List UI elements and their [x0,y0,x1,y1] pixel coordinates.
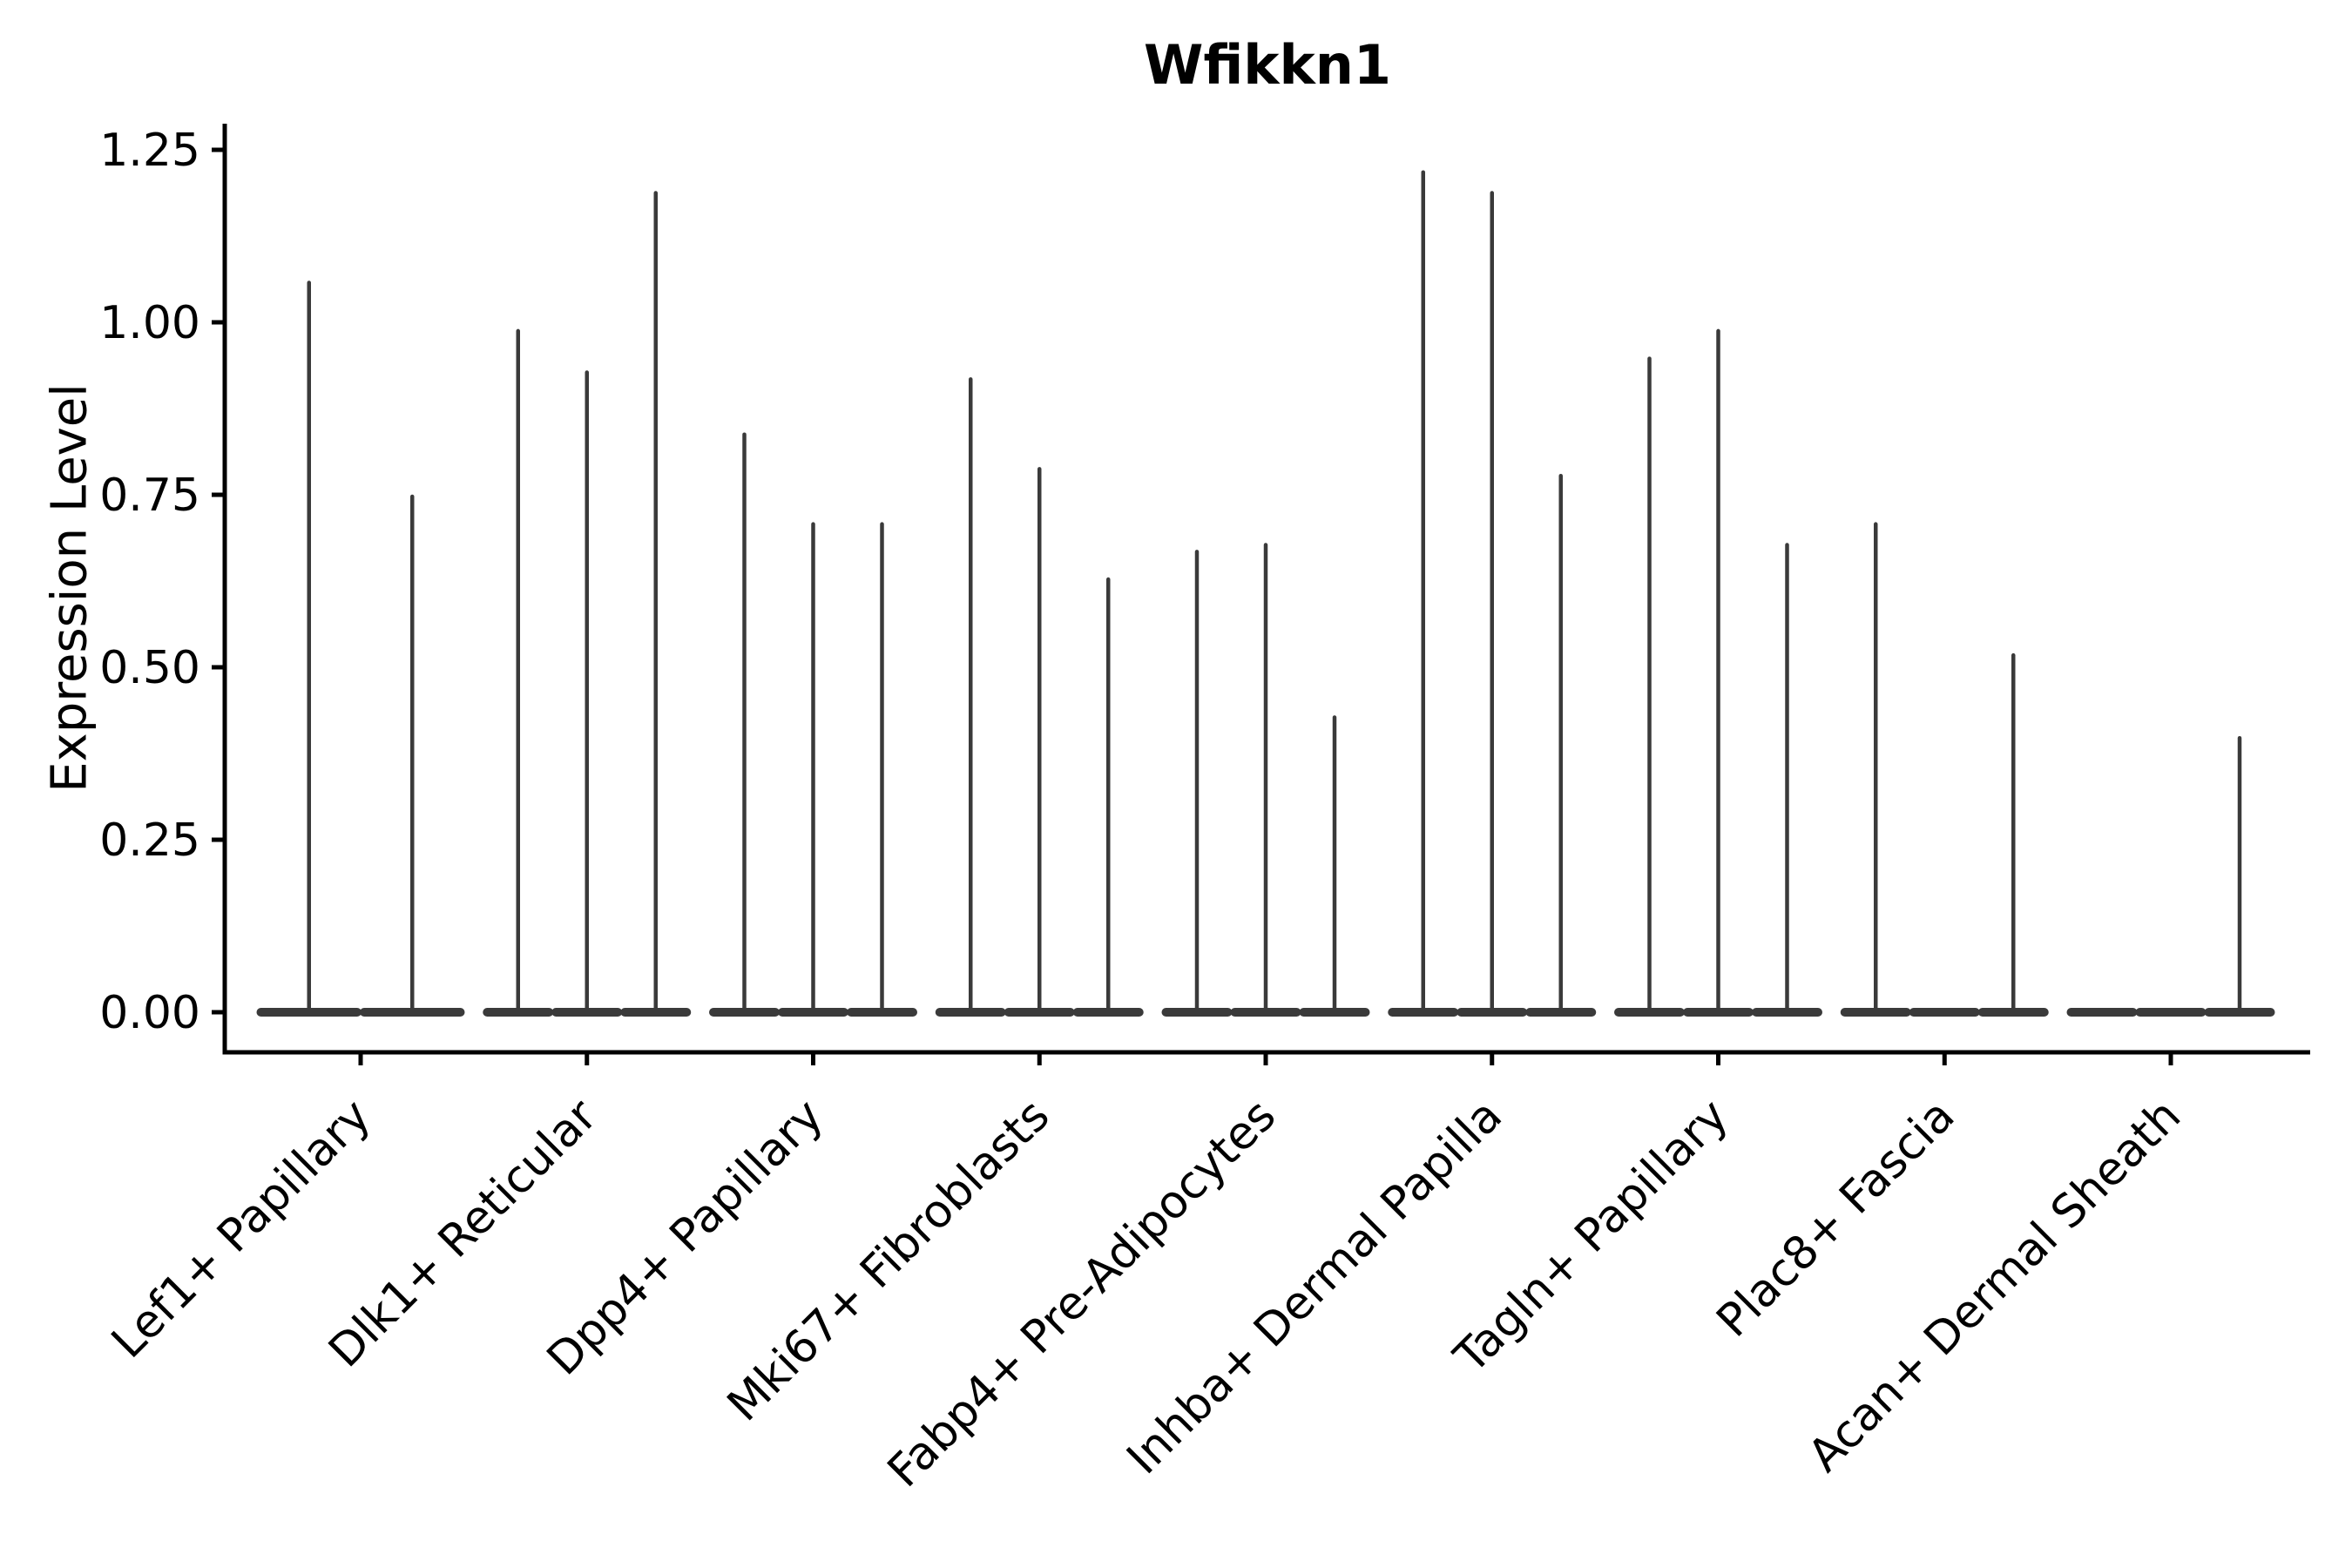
violin-base [2135,1008,2207,1017]
violin-base [1909,1008,1980,1017]
y-tick-label: 0.50 [99,642,200,694]
x-tick-label: Acan+ Dermal Sheath [1799,1090,2192,1483]
y-tick-label: 0.25 [99,814,200,867]
chart-title: Wfikkn1 [1143,33,1392,97]
y-tick-label: 1.00 [99,297,200,349]
y-axis-label: Expression Level [41,383,98,793]
y-tick-label: 0.75 [99,470,200,522]
x-tick-label: Fabp4+ Pre-Adipocytes [878,1090,1286,1497]
violin-base [2066,1008,2138,1017]
x-tick-label: Inhba+ Dermal Papilla [1117,1090,1511,1484]
y-tick-label: 1.25 [99,125,200,177]
y-tick-label: 0.00 [99,987,200,1039]
x-tick-label: Plac8+ Fascia [1707,1090,1965,1348]
